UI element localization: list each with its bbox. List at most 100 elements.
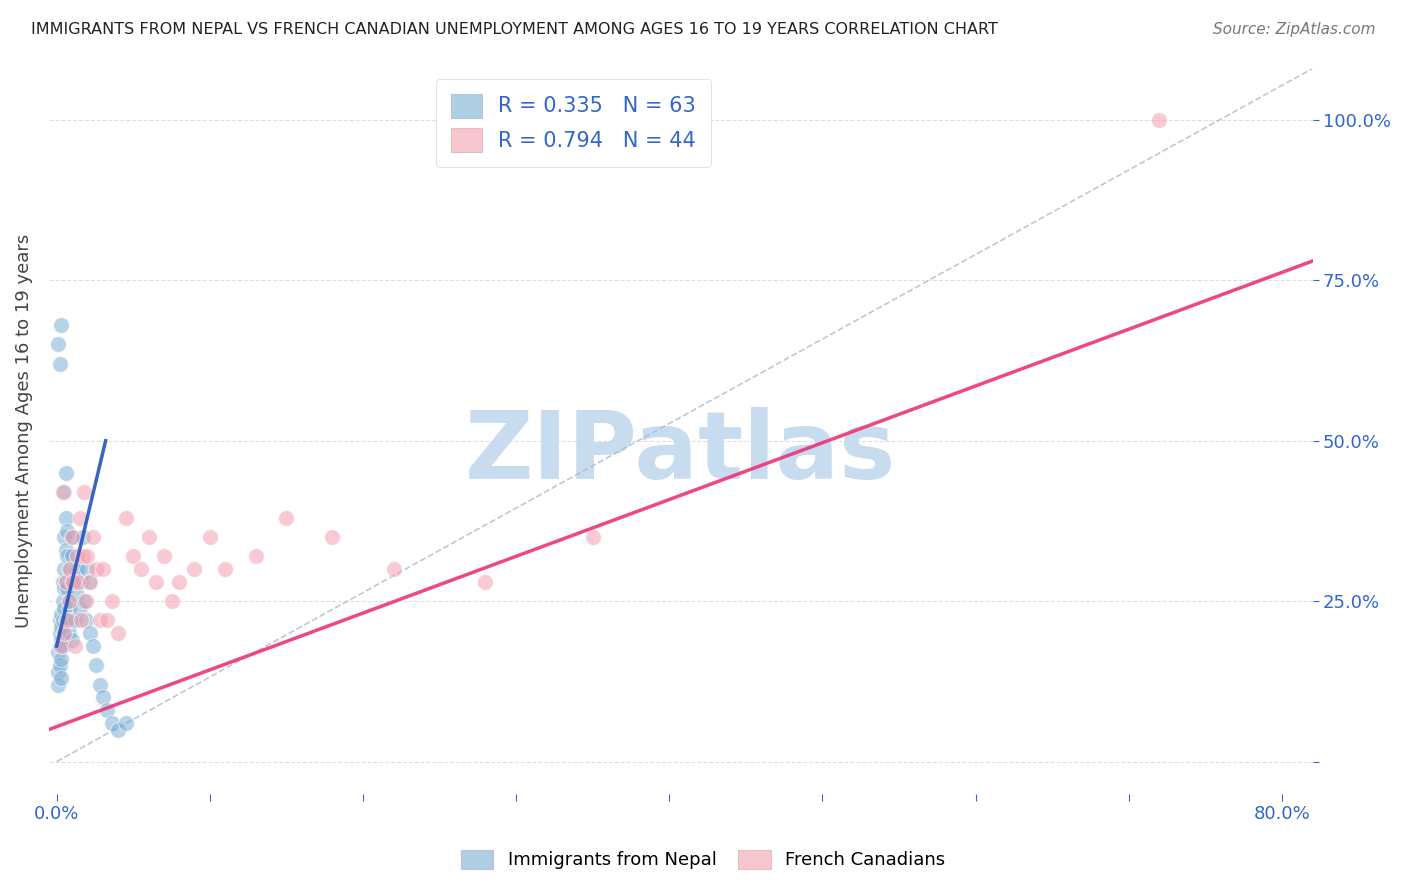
Point	[1149, 112, 1171, 127]
Point	[51, 652, 73, 666]
Point	[60, 632, 83, 647]
Point	[114, 510, 136, 524]
Point	[70, 574, 93, 589]
Point	[65, 588, 87, 602]
Point	[129, 562, 152, 576]
Point	[63, 614, 86, 628]
Legend: Immigrants from Nepal, French Canadians: Immigrants from Nepal, French Canadians	[451, 841, 955, 879]
Point	[58, 594, 80, 608]
Point	[96, 703, 118, 717]
Point	[474, 574, 496, 589]
Point	[100, 594, 122, 608]
Point	[75, 614, 97, 628]
Point	[79, 626, 101, 640]
Point	[96, 614, 118, 628]
Y-axis label: Unemployment Among Ages 16 to 19 years: Unemployment Among Ages 16 to 19 years	[15, 234, 32, 628]
Point	[183, 562, 205, 576]
Point	[60, 574, 83, 589]
Point	[114, 716, 136, 731]
Point	[198, 530, 221, 544]
Point	[56, 582, 79, 596]
Point	[62, 574, 84, 589]
Point	[69, 510, 91, 524]
Text: ZIPatlas: ZIPatlas	[465, 407, 897, 499]
Point	[122, 549, 145, 564]
Point	[46, 645, 69, 659]
Point	[53, 582, 76, 596]
Point	[86, 658, 108, 673]
Point	[53, 485, 76, 500]
Point	[89, 677, 111, 691]
Point	[52, 639, 75, 653]
Point	[160, 594, 183, 608]
Point	[51, 318, 73, 333]
Point	[65, 549, 87, 564]
Point	[56, 614, 79, 628]
Point	[53, 600, 76, 615]
Point	[60, 530, 83, 544]
Point	[48, 614, 70, 628]
Point	[245, 549, 267, 564]
Point	[86, 562, 108, 576]
Point	[59, 614, 82, 628]
Point	[52, 485, 75, 500]
Point	[48, 357, 70, 371]
Point	[56, 549, 79, 564]
Point	[72, 549, 94, 564]
Point	[55, 466, 77, 480]
Point	[51, 639, 73, 653]
Point	[60, 549, 83, 564]
Point	[51, 632, 73, 647]
Point	[51, 620, 73, 634]
Point	[138, 530, 160, 544]
Point	[67, 562, 90, 576]
Point	[58, 626, 80, 640]
Point	[91, 690, 114, 705]
Point	[70, 614, 93, 628]
Text: IMMIGRANTS FROM NEPAL VS FRENCH CANADIAN UNEMPLOYMENT AMONG AGES 16 TO 19 YEARS : IMMIGRANTS FROM NEPAL VS FRENCH CANADIAN…	[31, 22, 998, 37]
Point	[100, 716, 122, 731]
Point	[48, 626, 70, 640]
Point	[73, 485, 96, 500]
Point	[53, 562, 76, 576]
Point	[52, 614, 75, 628]
Point	[73, 594, 96, 608]
Point	[62, 574, 84, 589]
Point	[76, 562, 98, 576]
Point	[52, 594, 75, 608]
Point	[59, 562, 82, 576]
Point	[59, 594, 82, 608]
Point	[55, 574, 77, 589]
Point	[55, 574, 77, 589]
Point	[82, 530, 104, 544]
Point	[46, 337, 69, 351]
Point	[63, 639, 86, 653]
Text: Source: ZipAtlas.com: Source: ZipAtlas.com	[1212, 22, 1375, 37]
Point	[76, 549, 98, 564]
Legend: R = 0.335   N = 63, R = 0.794   N = 44: R = 0.335 N = 63, R = 0.794 N = 44	[436, 78, 711, 167]
Point	[72, 530, 94, 544]
Point	[69, 600, 91, 615]
Point	[276, 510, 298, 524]
Point	[107, 626, 129, 640]
Point	[51, 671, 73, 685]
Point	[46, 665, 69, 679]
Point	[145, 574, 167, 589]
Point	[53, 626, 76, 640]
Point	[55, 542, 77, 557]
Point	[214, 562, 236, 576]
Point	[62, 530, 84, 544]
Point	[56, 524, 79, 538]
Point	[77, 574, 100, 589]
Point	[582, 530, 605, 544]
Point	[82, 639, 104, 653]
Point	[167, 574, 190, 589]
Point	[91, 562, 114, 576]
Point	[55, 614, 77, 628]
Point	[53, 530, 76, 544]
Point	[382, 562, 405, 576]
Point	[51, 607, 73, 621]
Point	[52, 574, 75, 589]
Point	[63, 562, 86, 576]
Point	[153, 549, 176, 564]
